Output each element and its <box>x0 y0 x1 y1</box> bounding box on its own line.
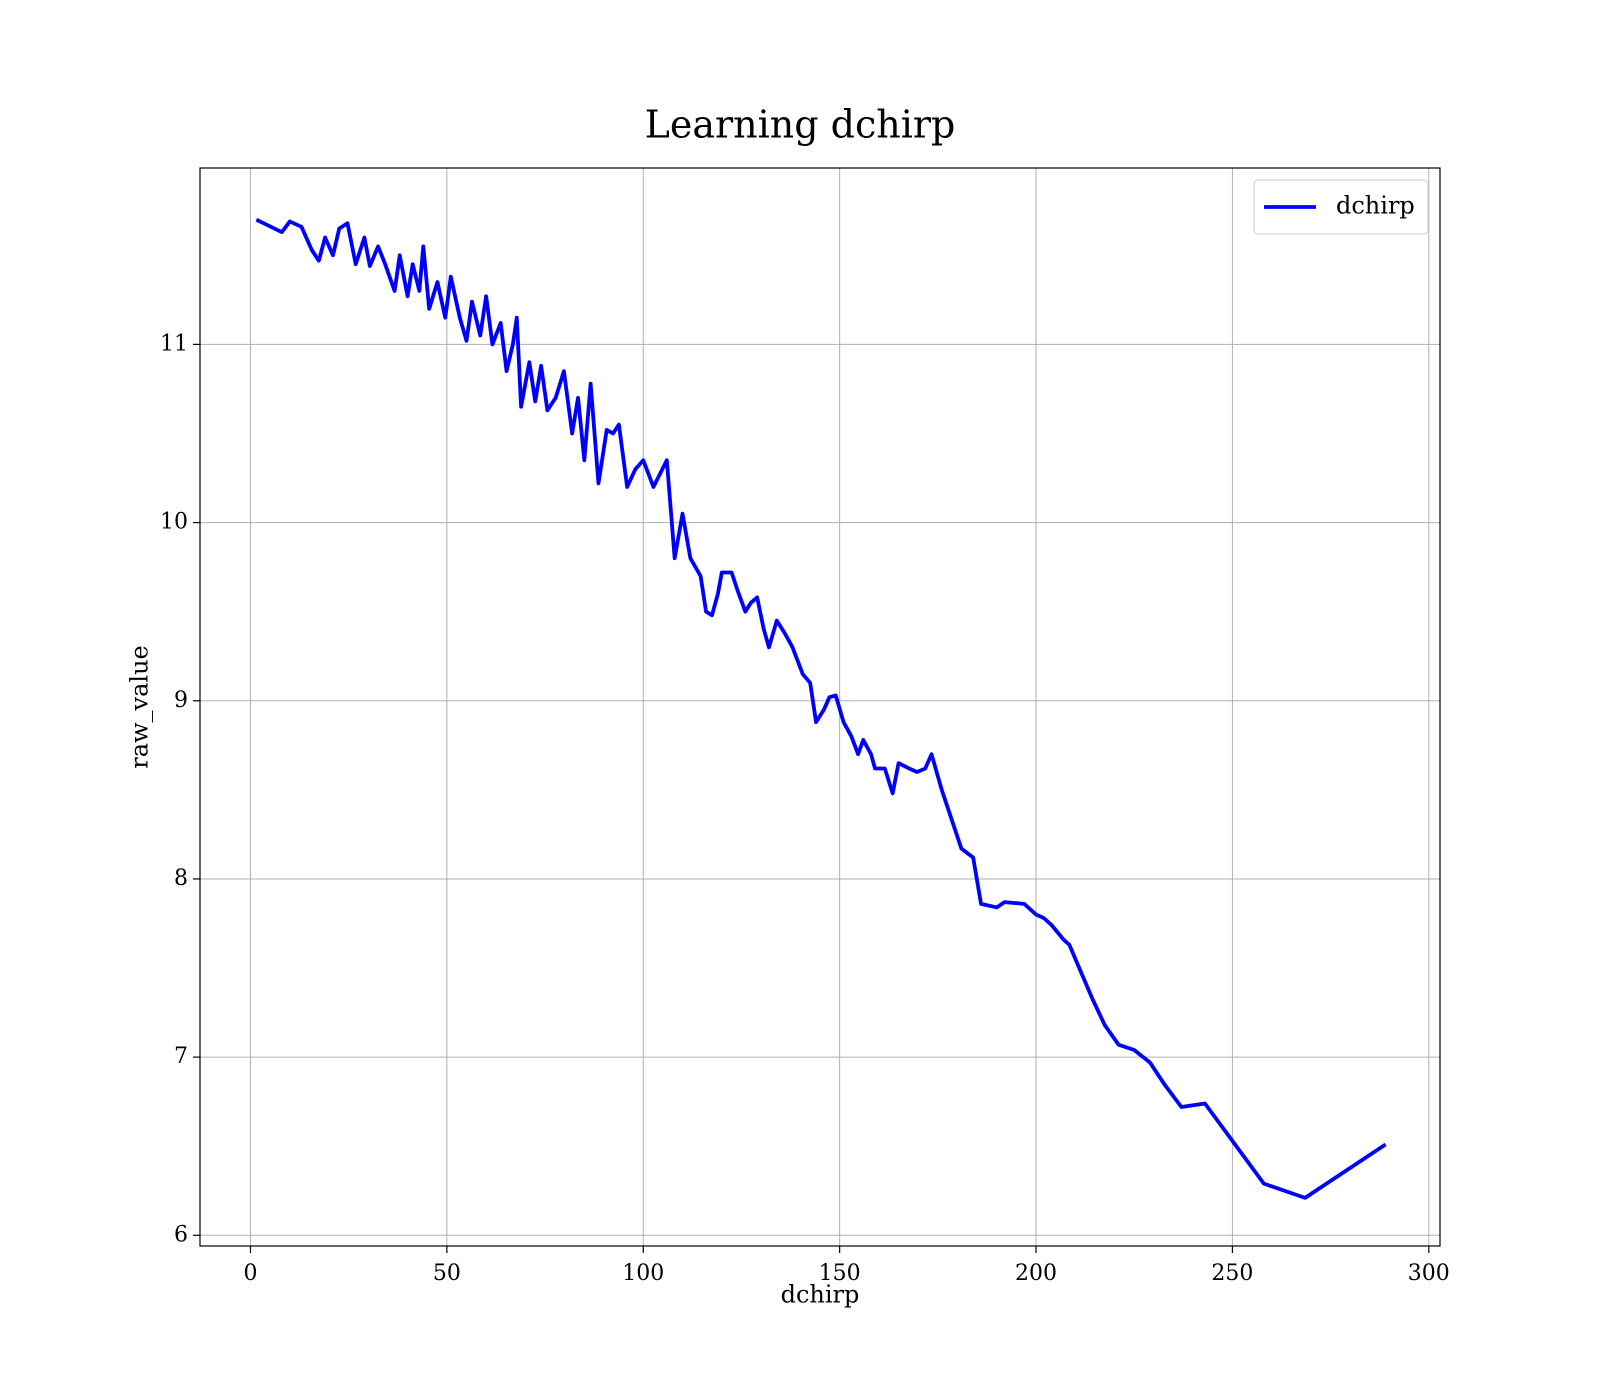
y-tick-label: 8 <box>174 866 188 891</box>
x-tick-label: 50 <box>433 1261 461 1286</box>
y-tick-label: 9 <box>174 688 188 713</box>
legend-label: dchirp <box>1336 192 1415 220</box>
chart-title: Learning dchirp <box>645 103 956 147</box>
y-tick-label: 10 <box>160 510 188 535</box>
x-axis-label: dchirp <box>781 1281 860 1309</box>
x-tick-label: 0 <box>243 1261 257 1286</box>
y-tick-label: 11 <box>160 331 188 356</box>
x-tick-label: 100 <box>622 1261 664 1286</box>
x-tick-label: 150 <box>819 1261 861 1286</box>
legend-box <box>1253 179 1429 235</box>
x-tick-label: 200 <box>1015 1261 1057 1286</box>
y-tick-label: 7 <box>174 1044 188 1069</box>
y-tick-label: 6 <box>174 1222 188 1247</box>
x-tick-label: 300 <box>1408 1261 1450 1286</box>
plot-frame <box>199 167 1441 1247</box>
x-tick-label: 250 <box>1211 1261 1253 1286</box>
y-axis-label: raw_value <box>126 645 154 769</box>
data-line <box>255 217 1387 1200</box>
